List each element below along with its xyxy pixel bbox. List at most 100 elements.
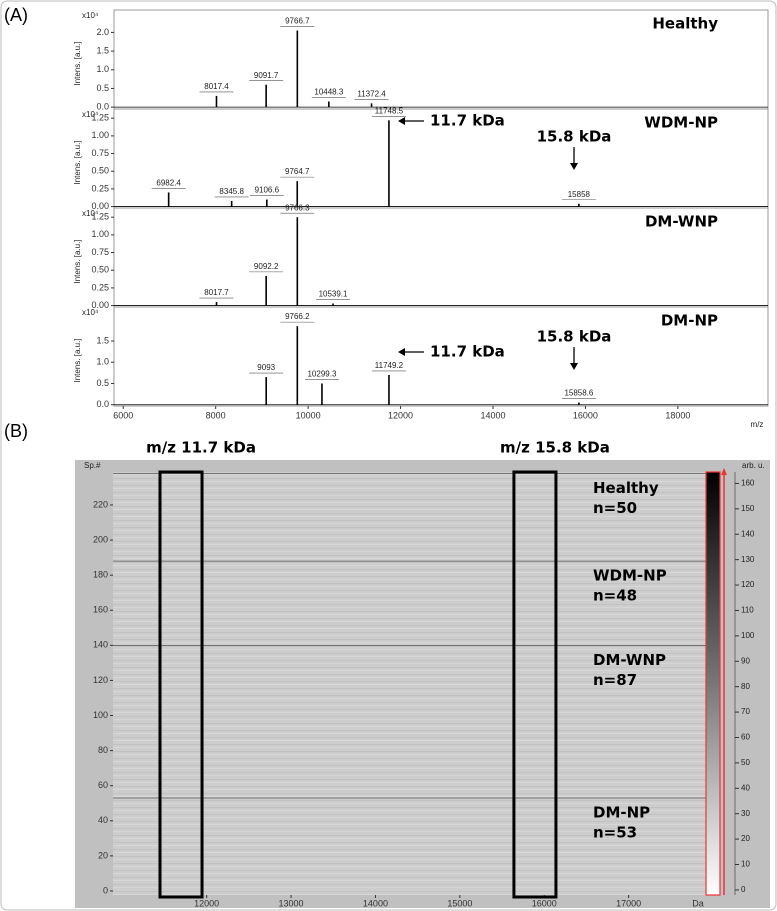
colorbar-tick-label: 90 [741, 656, 750, 665]
colorbar-tick-label: 150 [741, 504, 755, 513]
gel-image [113, 472, 713, 895]
y-tick-label: 220 [93, 499, 108, 509]
colorbar-tick-label: 30 [741, 809, 750, 818]
colorbar-tick-label: 40 [741, 783, 750, 792]
peak-label: 6982.4 [156, 179, 181, 188]
annotation: 15.8 kDa [537, 128, 612, 146]
arrow-head [398, 348, 405, 356]
x-tick-label: 12000 [194, 898, 219, 908]
peak-label: 9766.2 [285, 312, 310, 321]
colorbar-tick-label: 20 [741, 834, 750, 843]
x-tick-label: 8000 [206, 410, 226, 420]
group-count: n=53 [593, 823, 637, 841]
colorbar-tick-label: 140 [741, 529, 755, 538]
x-tick-label: 16000 [532, 898, 557, 908]
y-tick-label: 1.25 [91, 113, 109, 123]
y-tick-label: 1.5 [96, 335, 109, 345]
panel-label: (B) [4, 421, 28, 441]
peak-label: 9766.3 [285, 203, 310, 212]
x-tick-label: 13000 [279, 898, 304, 908]
y-tick-label: 80 [98, 745, 108, 755]
highlight-box [512, 470, 558, 899]
colorbar-tick-label: 50 [741, 758, 750, 767]
y-multiplier: x10⁴ [82, 11, 99, 20]
colorbar-tick-label: 80 [741, 682, 750, 691]
y-tick-label: 0.5 [96, 378, 109, 388]
y-axis-label: Intens. [a.u.] [73, 41, 82, 85]
group-count: n=48 [593, 587, 637, 605]
y-tick-label: 0.75 [91, 247, 109, 257]
y-axis-label: Intens. [a.u.] [73, 239, 82, 283]
arrow-head [570, 163, 578, 170]
y-tick-label: 60 [98, 780, 108, 790]
panel-label: (A) [4, 5, 28, 25]
colorbar-tick-label: 0 [741, 885, 746, 894]
colorbar-tick-label: 110 [741, 606, 754, 615]
y-axis-label: Intens. [a.u.] [73, 140, 82, 184]
y-tick-label: 200 [93, 534, 108, 544]
x-tick-label: 10000 [296, 410, 321, 420]
peak-label: 9106.6 [255, 186, 280, 195]
y-axis-label: Sp.# [84, 461, 101, 470]
peak-label: 11372.4 [357, 90, 386, 99]
x-tick-label: 6000 [113, 410, 133, 420]
y-tick-label: 0 [103, 885, 108, 895]
peak-label: 8345.8 [219, 187, 244, 196]
y-tick-label: 0.00 [91, 201, 109, 211]
x-tick-label: 17000 [616, 898, 641, 908]
colorbar-label: arb. u. [742, 461, 765, 470]
y-tick-label: 1.00 [91, 229, 109, 239]
peak-label: 8017.4 [204, 82, 229, 91]
peak-label: 9766.7 [285, 17, 310, 26]
y-multiplier: x10⁴ [82, 110, 99, 119]
colorbar-tick-label: 100 [741, 631, 755, 640]
arrow-head [570, 363, 578, 370]
y-tick-label: 120 [93, 675, 108, 685]
x-tick-label: 18000 [665, 410, 690, 420]
highlight-label: m/z 11.7 kDa [146, 439, 256, 457]
y-tick-label: 20 [98, 850, 108, 860]
peak-label: 10299.3 [307, 370, 336, 379]
peak-label: 15858 [568, 190, 591, 199]
panel-frame [113, 306, 769, 407]
y-tick-label: 0.75 [91, 148, 109, 158]
y-axis-label: Intens. [a.u.] [73, 338, 82, 382]
arrow-head [398, 117, 405, 125]
panel-name: Healthy [652, 15, 718, 33]
annotation: 11.7 kDa [430, 112, 505, 130]
peak-label: 11749.2 [375, 361, 404, 370]
x-tick-label: 14000 [480, 410, 505, 420]
peak-label: 10539.1 [319, 290, 348, 299]
y-tick-label: 0.50 [91, 265, 109, 275]
panel-name: DM-WNP [645, 213, 718, 231]
y-tick-label: 0.00 [91, 300, 109, 310]
y-tick-label: 1.0 [96, 357, 109, 367]
y-tick-label: 0.25 [91, 183, 109, 193]
y-tick-label: 180 [93, 570, 108, 580]
y-tick-label: 1.00 [91, 130, 109, 140]
annotation: 15.8 kDa [537, 328, 612, 346]
highlight-box [158, 470, 204, 899]
y-tick-label: 1.25 [91, 212, 109, 222]
colorbar-tick-label: 120 [741, 580, 755, 589]
colorbar-tick-label: 10 [741, 860, 750, 869]
colorbar [705, 471, 721, 896]
x-tick-label: 15000 [447, 898, 472, 908]
y-tick-label: 0.0 [96, 102, 109, 112]
peak-label: 11748.5 [375, 106, 404, 115]
group-name: Healthy [593, 479, 659, 497]
peak-label: 15858.6 [564, 389, 593, 398]
highlight-label: m/z 15.8 kDa [500, 439, 610, 457]
colorbar-tick-label: 130 [741, 555, 755, 564]
y-tick-label: 1.0 [96, 64, 109, 74]
y-tick-label: 140 [93, 640, 108, 650]
peak-label: 9092.2 [254, 262, 279, 271]
panel-name: DM-NP [661, 312, 718, 330]
annotation: 11.7 kDa [430, 343, 505, 361]
colorbar-tick-label: 70 [741, 707, 750, 716]
chart-layer: (A) 0.0 0.5 1.0 1.5 2.0 Intens. [a.u.] x10⁴ Heal… [4, 5, 769, 908]
group-name: WDM-NP [593, 567, 667, 585]
colorbar-tick-label: 160 [741, 479, 755, 488]
group-count: n=87 [593, 671, 637, 689]
